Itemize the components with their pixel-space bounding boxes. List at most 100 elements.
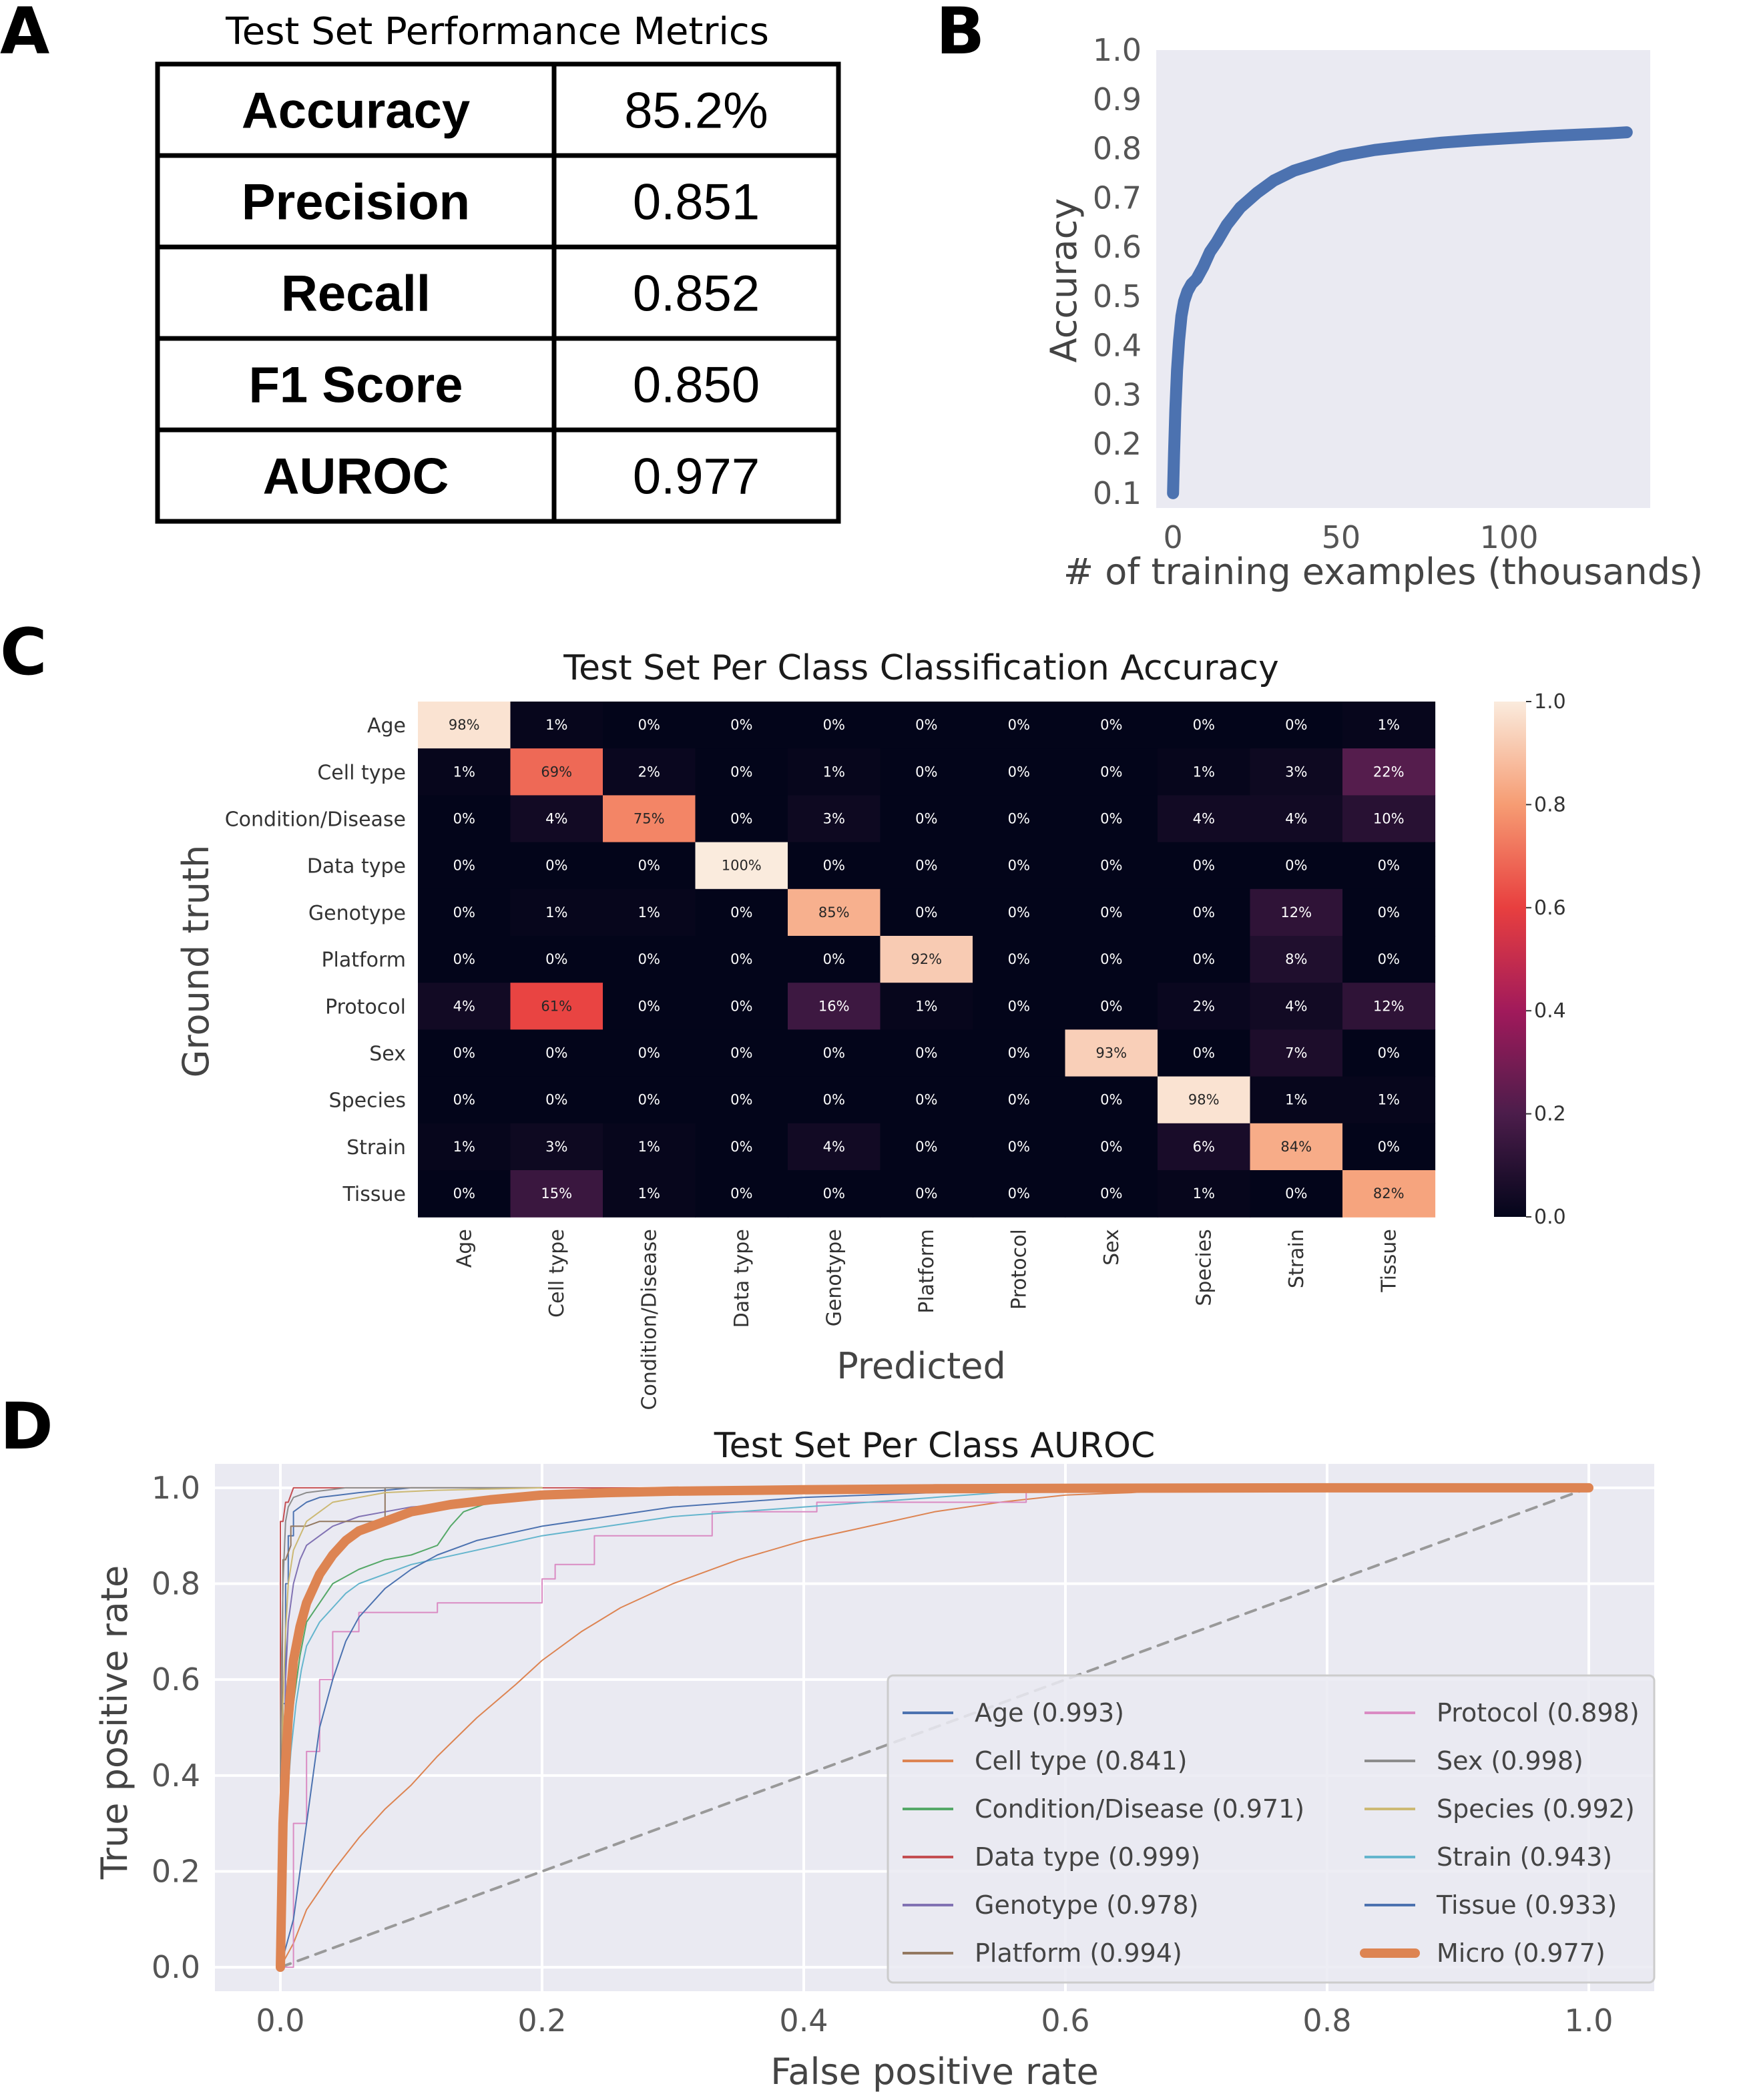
- heatmap-cell-label: 0%: [915, 764, 937, 780]
- heatmap-cell: [1250, 936, 1343, 983]
- heatmap-cell-label: 3%: [1285, 764, 1307, 780]
- heatmap-row-labels: Age Cell type Condition/Disease Data type Ge…: [225, 714, 406, 1206]
- roc-ticks: 0.0 0.2 0.4 0.6 0.8 1.0 0.0 0.2 0.4 0.6 0.8 1.0: [152, 1470, 1614, 2039]
- heatmap-cell-label: 0%: [453, 1092, 475, 1108]
- accuracy-x-tick: 0: [1164, 519, 1183, 555]
- heatmap-cell-label: 0%: [1193, 858, 1215, 874]
- heatmap-cell: [603, 795, 696, 843]
- heatmap-cell-label: 2%: [638, 764, 660, 780]
- heatmap-cell: [1250, 1076, 1343, 1124]
- accuracy-y-tick: 0.8: [1093, 131, 1142, 167]
- heatmap-cell-label: 0%: [1008, 998, 1030, 1014]
- heatmap-row-label: Age: [367, 714, 406, 738]
- metric-name: F1 Score: [248, 357, 463, 414]
- heatmap-cell-label: 1%: [915, 998, 937, 1014]
- heatmap-cell-label: 12%: [1280, 904, 1312, 921]
- heatmap-cell-label: 0%: [1008, 811, 1030, 827]
- heatmap-cell-label: 0%: [823, 951, 845, 967]
- heatmap-cell-label: 6%: [1193, 1139, 1215, 1155]
- heatmap-cell-label: 0%: [823, 858, 845, 874]
- heatmap-cell: [1342, 748, 1436, 796]
- heatmap-cell-label: 0%: [823, 1186, 845, 1202]
- panel-c: C Test Set Per Class Classification Accu…: [0, 615, 1566, 1410]
- heatmap-cell-label: 0%: [638, 858, 660, 874]
- roc-legend-label: Condition/Disease (0.971): [975, 1794, 1304, 1824]
- heatmap-cell: [418, 1029, 511, 1077]
- heatmap-cell-label: 16%: [818, 998, 850, 1014]
- heatmap-cell-label: 0%: [730, 1092, 752, 1108]
- roc-y-tick: 0.2: [152, 1853, 200, 1889]
- heatmap-cell-label: 8%: [1285, 951, 1307, 967]
- roc-legend-label: Sex (0.998): [1437, 1746, 1583, 1776]
- heatmap-col-label: Condition/Disease: [638, 1229, 661, 1410]
- metric-name-cell: [155, 61, 557, 158]
- heatmap-cell: [1342, 1170, 1436, 1218]
- heatmap-cell: [1158, 1076, 1251, 1124]
- heatmap-cell: [1342, 795, 1436, 843]
- accuracy-y-tick: 0.4: [1093, 328, 1142, 364]
- heatmap-cell-label: 0%: [1008, 717, 1030, 733]
- roc-y-tick: 0.6: [152, 1661, 200, 1697]
- heatmap-cell: [788, 1123, 881, 1171]
- heatmap-cell-label: 3%: [823, 811, 845, 827]
- metrics-table: Accuracy 85.2% Precision 0.851 Recall 0.852 F1…: [155, 61, 841, 524]
- heatmap-cell: [788, 1029, 881, 1077]
- heatmap-cell: [510, 748, 603, 796]
- heatmap-cell: [695, 748, 788, 796]
- heatmap-cell: [603, 702, 696, 749]
- roc-legend-label: Data type (0.999): [975, 1842, 1200, 1872]
- heatmap-cell: [973, 983, 1066, 1030]
- metric-value: 0.850: [633, 357, 760, 414]
- heatmap-cell: [603, 842, 696, 890]
- heatmap-cell: [418, 983, 511, 1030]
- heatmap-cell-label: 4%: [453, 998, 475, 1014]
- heatmap-cell: [1065, 1076, 1158, 1124]
- heatmap-cell-label: 1%: [1378, 717, 1400, 733]
- heatmap-cell: [1065, 983, 1158, 1030]
- roc-legend-label: Strain (0.943): [1437, 1842, 1612, 1872]
- heatmap-cell: [510, 1170, 603, 1218]
- heatmap-cell-label: 0%: [1008, 1139, 1030, 1155]
- heatmap-cell-label: 0%: [1100, 1092, 1122, 1108]
- roc-title: Test Set Per Class AUROC: [714, 1426, 1156, 1466]
- heatmap-cell: [603, 1076, 696, 1124]
- heatmap-cell-label: 0%: [730, 1045, 752, 1061]
- heatmap-cell-label: 4%: [545, 811, 567, 827]
- heatmap-cell-label: 0%: [1193, 1045, 1215, 1061]
- heatmap-cell: [510, 1029, 603, 1077]
- heatmap-row-label: Data type: [307, 855, 406, 878]
- heatmap-cell-label: 0%: [1378, 904, 1400, 921]
- panel-letter-a: A: [0, 0, 49, 69]
- heatmap-cell: [695, 1170, 788, 1218]
- heatmap-cell: [880, 983, 973, 1030]
- roc-curve: [280, 1487, 543, 1968]
- heatmap-cell: [973, 842, 1066, 890]
- heatmap-cell: [695, 888, 788, 937]
- heatmap-cell: [1065, 888, 1158, 937]
- colorbar-tick-label: 0.6: [1534, 896, 1566, 920]
- metric-name-cell: [155, 427, 557, 524]
- colorbar-tick-label: 1.0: [1534, 690, 1566, 714]
- heatmap-cell-label: 0%: [915, 858, 937, 874]
- metric-value: 0.851: [633, 174, 760, 231]
- heatmap-col-labels: Age Cell type Condition/Disease Data type Ge…: [453, 1229, 1401, 1410]
- heatmap-cell-label: 98%: [449, 717, 480, 733]
- heatmap-row-label: Strain: [346, 1136, 406, 1159]
- heatmap-cell: [788, 795, 881, 843]
- heatmap-title: Test Set Per Class Classification Accura…: [563, 648, 1279, 688]
- heatmap-cell-label: 0%: [1008, 1045, 1030, 1061]
- heatmap-cell: [973, 936, 1066, 983]
- heatmap-cell-label: 84%: [1280, 1139, 1312, 1155]
- heatmap-cell: [880, 795, 973, 843]
- heatmap-y-label: Ground truth: [175, 845, 217, 1078]
- heatmap-cell-label: 1%: [453, 1139, 475, 1155]
- heatmap-cell-label: 0%: [1378, 858, 1400, 874]
- heatmap-cell: [510, 702, 603, 749]
- heatmap-col-label: Data type: [730, 1229, 754, 1328]
- heatmap-cell-label: 1%: [638, 1139, 660, 1155]
- heatmap-cell-label: 0%: [1100, 1186, 1122, 1202]
- heatmap-cell-label: 15%: [541, 1186, 572, 1202]
- metric-name: AUROC: [263, 449, 449, 505]
- heatmap-cell-label: 0%: [1100, 951, 1122, 967]
- heatmap-cell: [1342, 936, 1436, 983]
